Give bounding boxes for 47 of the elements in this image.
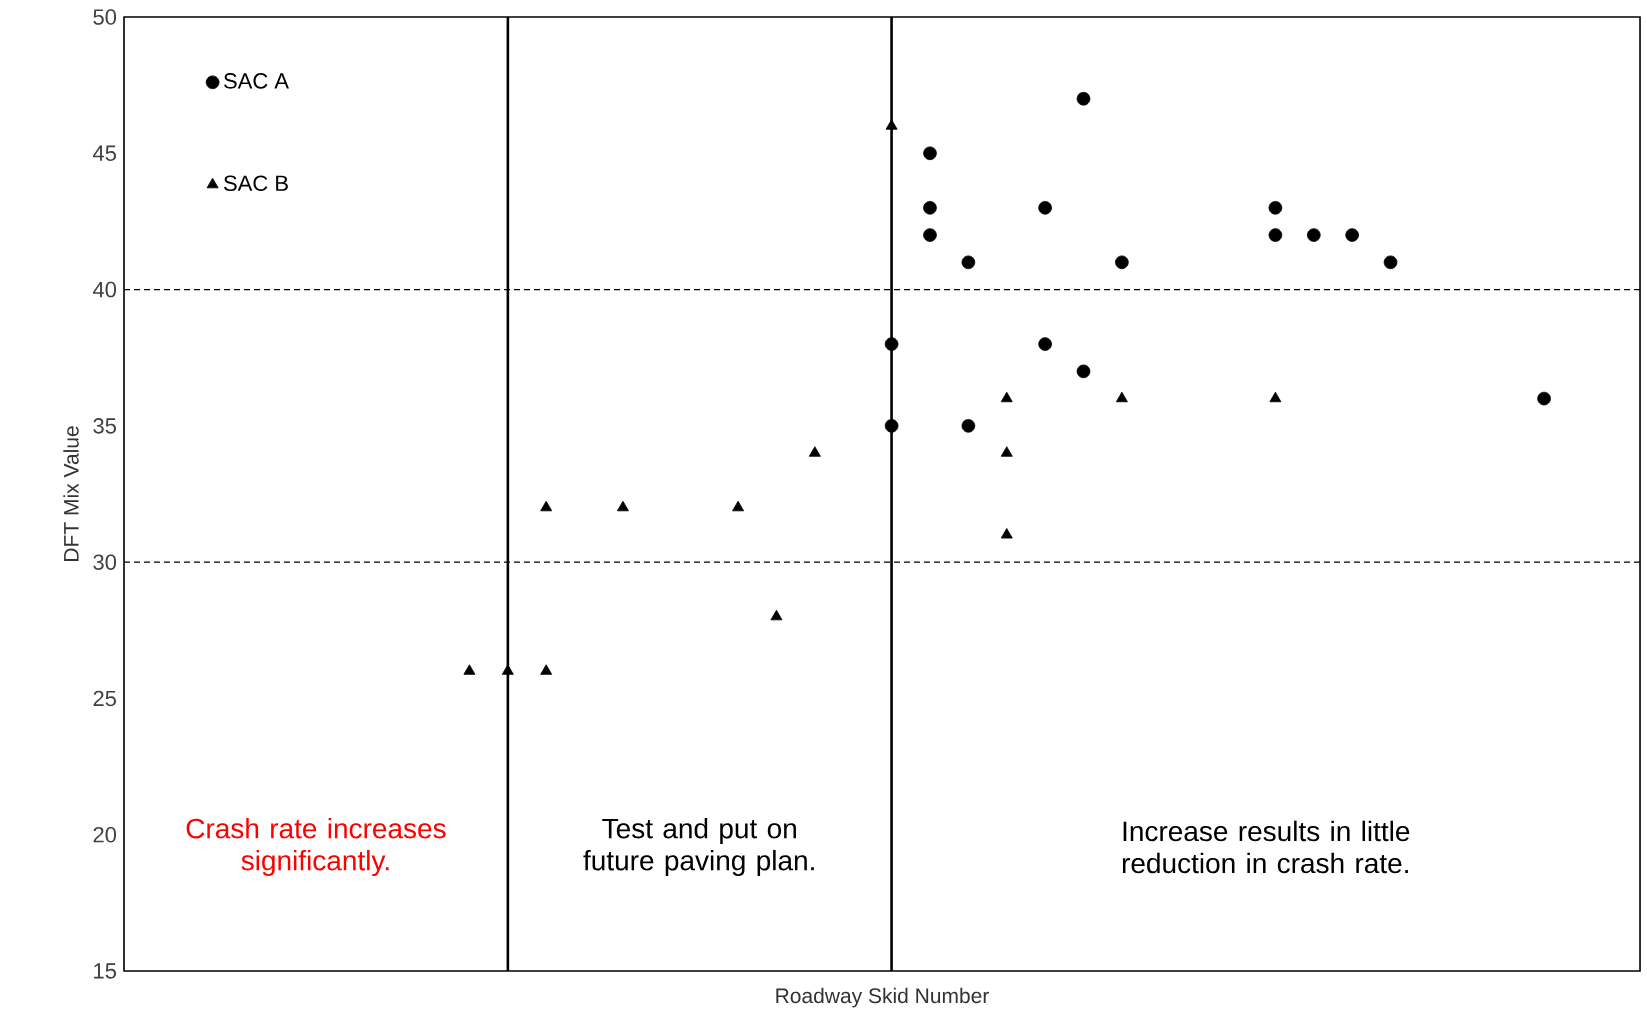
point — [1306, 228, 1321, 242]
y-tick-label: 50 — [93, 9, 117, 25]
point — [501, 664, 514, 675]
point — [1268, 201, 1283, 215]
annotation: Test and put on future paving plan. — [583, 817, 814, 877]
point — [885, 119, 898, 130]
point — [1038, 337, 1052, 351]
y-tick-label: 25 — [93, 690, 116, 707]
point — [923, 201, 937, 215]
x-axis-title: Roadway Skid Number — [776, 987, 989, 1008]
point — [617, 500, 629, 512]
y-tick-label: 40 — [92, 281, 117, 298]
point — [1268, 228, 1283, 242]
point — [1000, 528, 1013, 539]
point — [732, 500, 745, 512]
point — [463, 664, 476, 675]
point — [1000, 446, 1013, 457]
point — [1038, 201, 1052, 215]
point — [1345, 228, 1359, 242]
y-tick-label: 20 — [93, 826, 117, 843]
point — [1076, 364, 1091, 379]
point — [1115, 391, 1128, 403]
point — [884, 419, 899, 433]
point — [961, 419, 976, 433]
point — [884, 337, 899, 351]
point — [770, 609, 783, 621]
y-tick-label: 45 — [92, 145, 116, 161]
point — [540, 500, 553, 512]
point — [808, 446, 821, 457]
point — [961, 255, 976, 270]
point — [923, 228, 937, 242]
point — [1000, 391, 1013, 403]
point — [923, 146, 937, 161]
y-tick-label: 35 — [93, 418, 116, 434]
point — [1076, 91, 1091, 106]
point — [1537, 391, 1551, 406]
y-tick-label: 15 — [94, 963, 116, 979]
annotation: Crash rate increases significantly. — [186, 817, 446, 877]
legend-label: SAC B — [224, 175, 288, 192]
y-axis-title: DFT Mix Value — [63, 426, 79, 561]
point — [1383, 255, 1398, 270]
legend-label: SAC A — [224, 73, 289, 89]
annotation: Increase results in little reduction in crash rate. — [1122, 820, 1410, 874]
point — [540, 664, 553, 675]
point — [1269, 391, 1282, 403]
point — [1115, 255, 1129, 270]
y-tick-label: 30 — [93, 554, 117, 570]
